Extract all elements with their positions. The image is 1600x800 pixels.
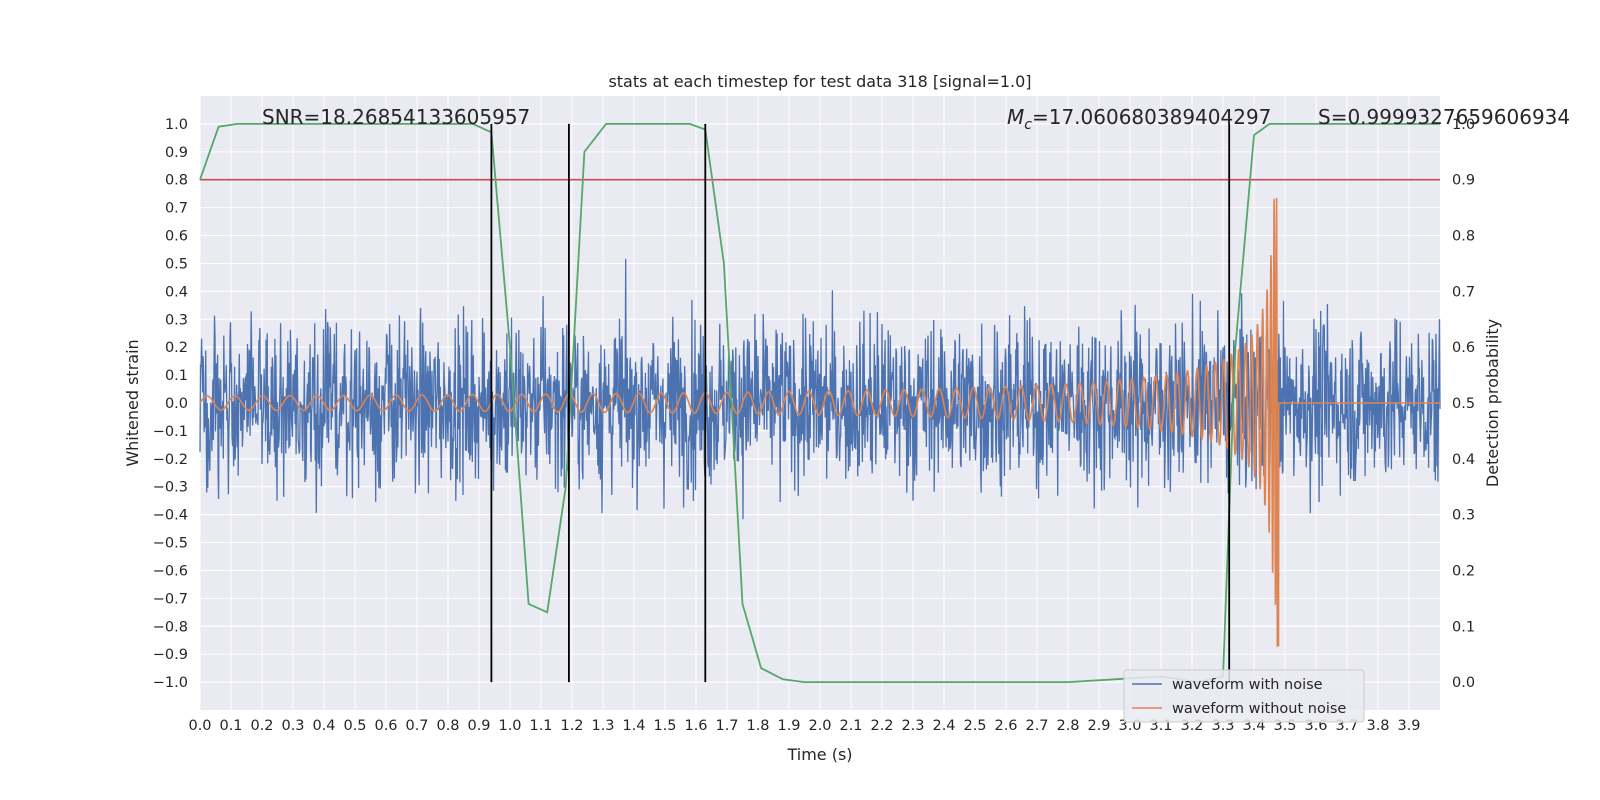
- y-tick-label: 0.3: [165, 312, 188, 328]
- y-tick-label: 0.7: [165, 201, 188, 217]
- x-tick-label: 0.9: [467, 718, 490, 734]
- y2-tick-label: 0.4: [1452, 452, 1475, 468]
- x-tick-label: 0.5: [343, 718, 366, 734]
- y-tick-label: −0.7: [153, 591, 188, 607]
- x-tick-label: 1.2: [560, 718, 583, 734]
- x-tick-label: 2.1: [839, 718, 862, 734]
- x-tick-label: 2.7: [1025, 718, 1048, 734]
- y-tick-label: 0.6: [165, 229, 188, 245]
- x-tick-label: 1.7: [715, 718, 738, 734]
- x-tick-label: 0.3: [281, 718, 304, 734]
- x-tick-label: 0.2: [250, 718, 273, 734]
- x-tick-label: 1.4: [622, 718, 645, 734]
- y-axis-label: Whitened strain: [123, 339, 142, 466]
- x-tick-label: 2.8: [1056, 718, 1079, 734]
- y-tick-label: 0.9: [165, 145, 188, 161]
- y-tick-label: −1.0: [153, 675, 188, 691]
- y-tick-label: −0.2: [153, 452, 188, 468]
- y2-tick-label: 0.6: [1452, 340, 1475, 356]
- x-axis-label: Time (s): [786, 745, 852, 764]
- y-tick-label: −0.1: [153, 424, 188, 440]
- y2-tick-label: 0.8: [1452, 229, 1475, 245]
- x-tick-label: 0.7: [405, 718, 428, 734]
- y-tick-label: −0.4: [153, 508, 188, 524]
- x-tick-label: 0.6: [374, 718, 397, 734]
- y-tick-label: 1.0: [165, 117, 188, 133]
- y2-tick-label: 0.1: [1452, 619, 1475, 635]
- chirp-mass-symbol: M: [1007, 105, 1024, 129]
- y-tick-label: 0.2: [165, 340, 188, 356]
- x-tick-label: 2.6: [994, 718, 1017, 734]
- y-tick-label: −0.5: [153, 536, 188, 552]
- chirp-mass-annotation: Mc=17.060680389404297: [1007, 105, 1271, 133]
- snr-annotation: SNR=18.26854133605957: [262, 105, 530, 129]
- x-tick-label: 1.9: [777, 718, 800, 734]
- x-tick-label: 2.2: [870, 718, 893, 734]
- chirp-mass-subscript: c: [1024, 117, 1032, 133]
- y2-tick-label: 0.3: [1452, 508, 1475, 524]
- vertical-markers: [490, 123, 1231, 683]
- x-tick-label: 1.6: [684, 718, 707, 734]
- y2-axis-label: Detection probability: [1483, 319, 1502, 487]
- x-tick-label: 0.0: [188, 718, 211, 734]
- y-tick-label: 0.8: [165, 173, 188, 189]
- chirp-mass-value: =17.060680389404297: [1032, 105, 1271, 129]
- y2-tick-label: 1.0: [1452, 117, 1475, 133]
- x-tick-label: 1.5: [653, 718, 676, 734]
- x-tick-label: 2.9: [1087, 718, 1110, 734]
- y-tick-label: −0.3: [153, 480, 188, 496]
- series-detection-probability: [199, 123, 1440, 684]
- legend-label-clean: waveform without noise: [1172, 701, 1346, 717]
- y-tick-label: 0.1: [165, 368, 188, 384]
- y2-tick-label: 0.0: [1452, 675, 1475, 691]
- y-tick-label: 0.4: [165, 284, 188, 300]
- legend: waveform with noise waveform without noi…: [1123, 669, 1365, 723]
- x-tick-label: 3.8: [1366, 718, 1389, 734]
- y2-tick-label: 0.2: [1452, 563, 1475, 579]
- y-tick-label: −0.8: [153, 619, 188, 635]
- y-tick-label: 0.0: [165, 396, 188, 412]
- x-tick-label: 1.1: [529, 718, 552, 734]
- x-tick-label: 0.1: [219, 718, 242, 734]
- x-tick-label: 2.5: [963, 718, 986, 734]
- y-tick-label: 0.5: [165, 256, 188, 272]
- x-tick-label: 0.8: [436, 718, 459, 734]
- grid-lines: [199, 96, 1440, 710]
- y-tick-label: −0.6: [153, 563, 188, 579]
- x-tick-label: 3.9: [1397, 718, 1420, 734]
- x-tick-label: 1.0: [498, 718, 521, 734]
- series-layer: [199, 123, 1441, 684]
- x-tick-label: 1.8: [746, 718, 769, 734]
- y2-tick-label: 0.5: [1452, 396, 1475, 412]
- x-tick-label: 0.4: [312, 718, 335, 734]
- legend-label-noisy: waveform with noise: [1172, 677, 1323, 693]
- s-annotation: S=0.9999327659606934: [1318, 105, 1570, 129]
- y2-tick-label: 0.7: [1452, 284, 1475, 300]
- legend-box: [1123, 669, 1365, 723]
- x-tick-label: 2.0: [808, 718, 831, 734]
- x-tick-label: 2.4: [932, 718, 955, 734]
- y2-tick-label: 0.9: [1452, 173, 1475, 189]
- x-tick-label: 2.3: [901, 718, 924, 734]
- chart-title: stats at each timestep for test data 318…: [608, 72, 1031, 91]
- y-tick-label: −0.9: [153, 647, 188, 663]
- x-tick-label: 1.3: [591, 718, 614, 734]
